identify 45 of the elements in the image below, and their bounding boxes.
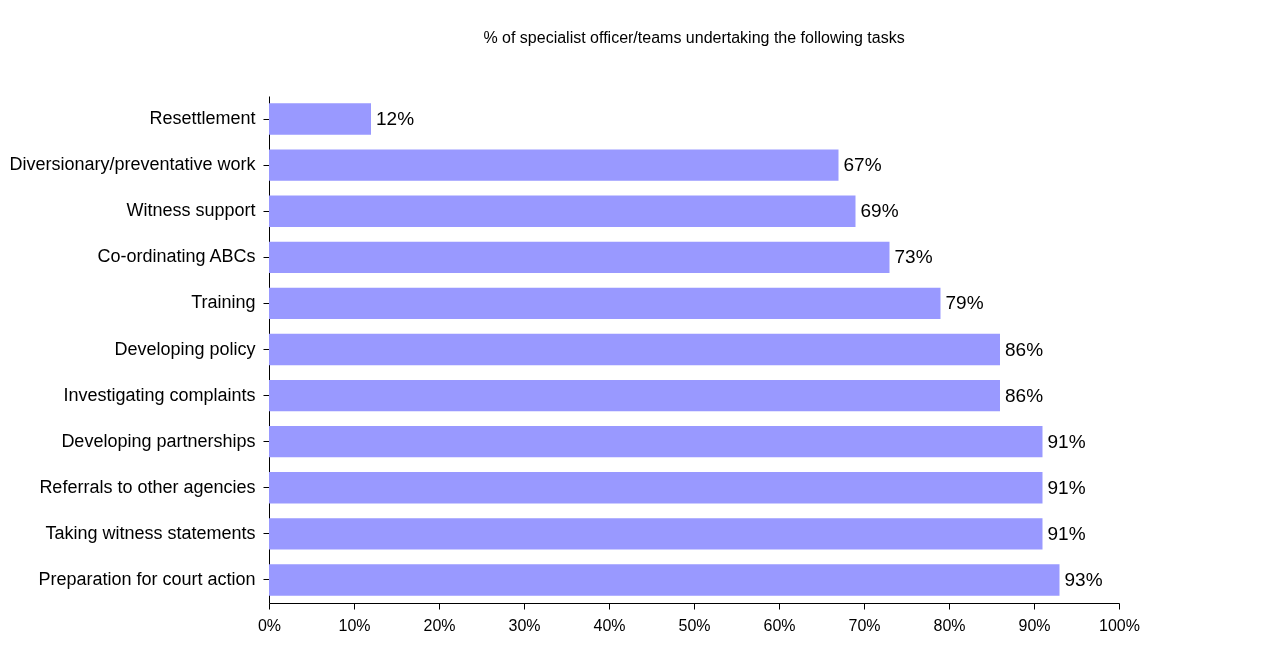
data-label: 86% [1005,384,1044,406]
y-tick-label: Referrals to other agencies [39,476,256,497]
x-tick-label: 40% [593,616,626,634]
y-tick-label: Resettlement [149,108,256,129]
x-tick-label: 70% [848,616,881,634]
y-tick-label: Diversionary/preventative work [9,154,257,175]
y-tick-label: Investigating complaints [63,384,256,405]
x-tick-label: 0% [257,616,282,634]
bar [269,379,1000,412]
bar [269,472,1043,504]
data-label: 91% [1047,430,1086,452]
y-tick-label: Preparation for court action [38,568,256,589]
x-tick-label: 30% [508,616,541,634]
y-tick-label: Taking witness statements [45,522,256,543]
data-label: 91% [1047,522,1086,544]
data-label: 91% [1047,476,1086,498]
x-tick-label: 60% [763,616,796,634]
x-tick-label: 10% [338,616,371,634]
x-tick-label: 20% [423,616,456,634]
bar [269,518,1043,550]
data-label: 67% [843,154,882,176]
bar [269,333,1000,366]
data-label: 73% [894,246,933,268]
chart-title: % of specialist officer/teams undertaking the following tasks [483,29,905,46]
bar [269,564,1060,596]
x-tick-label: 50% [678,616,711,634]
bar [269,287,941,320]
bar [269,149,839,181]
y-tick-label: Developing partnerships [61,430,256,451]
y-tick-label: Witness support [126,200,256,221]
data-label: 79% [945,292,984,314]
y-tick-label: Developing policy [114,338,256,359]
x-tick-label: 100% [1099,616,1140,634]
bar [269,241,890,273]
data-label: 86% [1005,338,1044,360]
x-tick-label: 80% [933,616,966,634]
data-label: 12% [376,108,415,130]
data-label: 93% [1064,568,1103,590]
bar [269,426,1043,458]
bar [269,103,371,135]
y-tick-label: Training [191,292,256,313]
bar [269,195,856,227]
y-tick-label: Co-ordinating ABCs [97,246,256,267]
data-label: 69% [860,200,899,222]
x-tick-label: 90% [1018,616,1051,634]
